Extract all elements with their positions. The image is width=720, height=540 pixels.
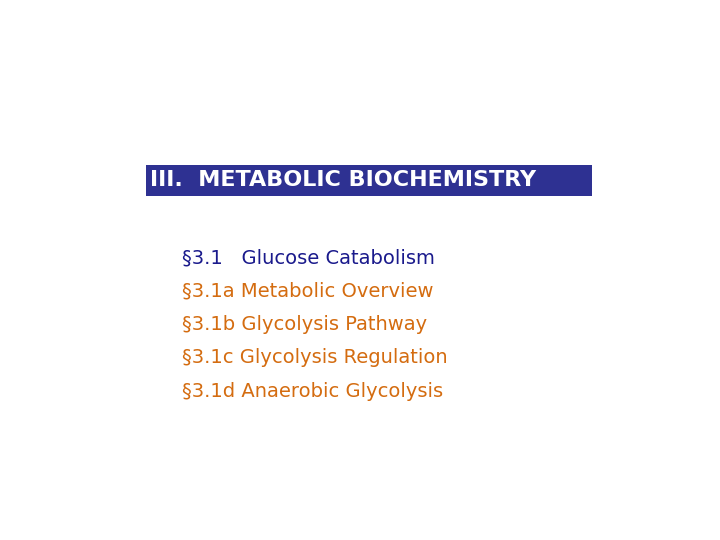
FancyBboxPatch shape (145, 165, 593, 196)
Text: §3.1b Glycolysis Pathway: §3.1b Glycolysis Pathway (182, 315, 427, 334)
Text: §3.1a Metabolic Overview: §3.1a Metabolic Overview (182, 282, 433, 301)
Text: §3.1d Anaerobic Glycolysis: §3.1d Anaerobic Glycolysis (182, 382, 444, 401)
Text: III.  METABOLIC BIOCHEMISTRY: III. METABOLIC BIOCHEMISTRY (150, 170, 536, 190)
Text: §3.1c Glycolysis Regulation: §3.1c Glycolysis Regulation (182, 348, 448, 367)
Text: §3.1   Glucose Catabolism: §3.1 Glucose Catabolism (182, 248, 435, 268)
